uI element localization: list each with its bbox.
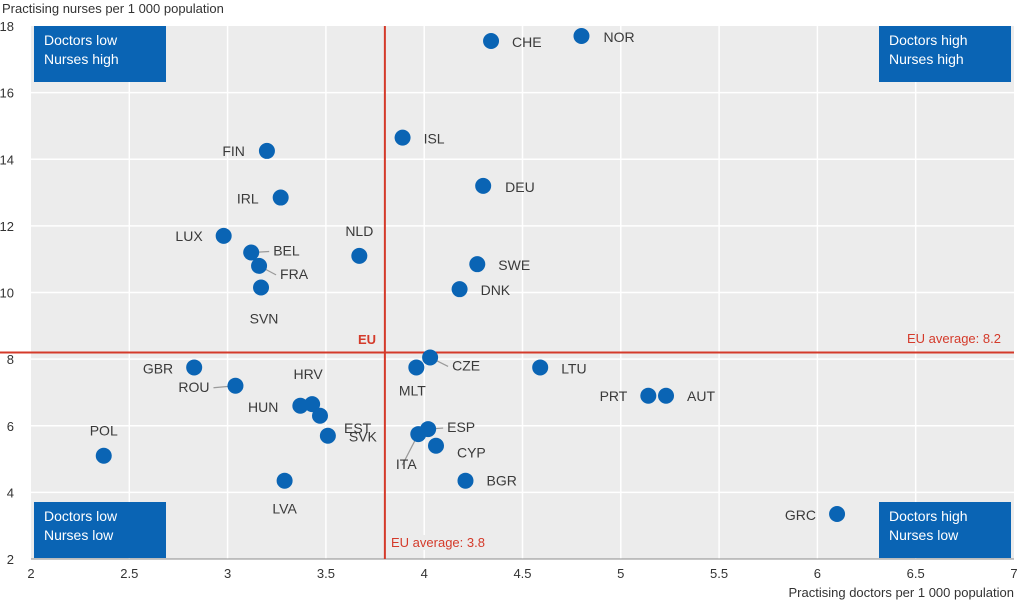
point-label-mlt: MLT (399, 382, 426, 398)
quadrant-label-top-right: Doctors high Nurses high (879, 26, 1011, 82)
point-label-ita: ITA (396, 456, 417, 472)
x-tick-label: 3.5 (317, 566, 335, 581)
data-point-cze (422, 349, 439, 366)
point-label-hun: HUN (248, 399, 278, 415)
data-point-dnk (451, 281, 468, 298)
x-tick-label: 5 (617, 566, 624, 581)
x-tick-label: 5.5 (710, 566, 728, 581)
x-tick-label: 6 (814, 566, 821, 581)
point-label-esp: ESP (447, 419, 475, 435)
data-point-est (312, 407, 329, 424)
data-point-svk (319, 427, 336, 444)
point-label-dnk: DNK (481, 282, 511, 298)
quadrant-top-left-line2: Nurses high (44, 51, 119, 67)
point-label-bgr: BGR (486, 473, 516, 489)
data-point-deu (475, 177, 492, 194)
y-tick-label: 4 (7, 485, 14, 500)
point-label-grc: GRC (785, 507, 816, 523)
y-tick-label: 10 (0, 286, 14, 301)
data-point-ita (410, 426, 427, 443)
data-point-lva (276, 472, 293, 489)
data-point-hrv (304, 396, 321, 413)
quadrant-label-top-left: Doctors low Nurses high (34, 26, 166, 82)
data-point-nld (351, 247, 368, 264)
point-label-rou: ROU (178, 379, 209, 395)
data-point-prt (640, 387, 657, 404)
x-tick-label: 2 (27, 566, 34, 581)
x-axis-label: Practising doctors per 1 000 population (788, 585, 1014, 600)
point-label-prt: PRT (600, 388, 628, 404)
quadrant-bottom-right-line1: Doctors high (889, 508, 968, 524)
y-tick-label: 2 (7, 552, 14, 567)
data-point-swe (469, 256, 486, 273)
data-point-grc (829, 506, 846, 523)
x-tick-label: 4.5 (513, 566, 531, 581)
y-tick-label: 18 (0, 19, 14, 34)
point-label-fra: FRA (280, 266, 309, 282)
data-point-svn (253, 279, 270, 296)
point-label-lux: LUX (175, 228, 203, 244)
data-point-isl (394, 129, 411, 146)
quadrant-top-left-line1: Doctors low (44, 32, 118, 48)
data-point-ltu (532, 359, 549, 376)
y-tick-label: 8 (7, 352, 14, 367)
data-point-bel (243, 244, 260, 261)
x-tick-label: 6.5 (907, 566, 925, 581)
data-point-aut (658, 387, 675, 404)
data-point-gbr (186, 359, 203, 376)
point-label-lva: LVA (272, 501, 297, 517)
y-tick-label: 14 (0, 152, 14, 167)
point-label-fin: FIN (222, 143, 245, 159)
x-tick-label: 7 (1010, 566, 1017, 581)
data-point-hun (292, 397, 309, 414)
point-label-irl: IRL (237, 191, 259, 207)
eu-average-x-label: EU average: 3.8 (389, 535, 487, 550)
point-label-svn: SVN (250, 311, 279, 327)
point-label-che: CHE (512, 34, 542, 50)
quadrant-bottom-left-line1: Doctors low (44, 508, 118, 524)
point-label-cyp: CYP (457, 445, 486, 461)
data-point-che (483, 32, 500, 49)
data-point-nor (573, 27, 590, 44)
quadrant-label-bottom-right: Doctors high Nurses low (879, 502, 1011, 558)
eu-center-label: EU (358, 332, 377, 347)
quadrant-bottom-right-line2: Nurses low (889, 527, 959, 543)
point-label-gbr: GBR (143, 360, 173, 376)
data-point-fin (258, 142, 275, 159)
point-label-pol: POL (90, 423, 118, 439)
data-point-fra (251, 257, 268, 274)
y-tick-label: 12 (0, 219, 14, 234)
point-label-est: EST (344, 420, 372, 436)
y-tick-label: 16 (0, 86, 14, 101)
point-label-svk: SVK (349, 429, 378, 445)
quadrant-label-bottom-left: Doctors low Nurses low (34, 502, 166, 558)
quadrant-bottom-left-line2: Nurses low (44, 527, 114, 543)
eu-average-y-label: EU average: 8.2 (905, 331, 1003, 346)
data-point-mlt (408, 359, 425, 376)
quadrant-top-right-line2: Nurses high (889, 51, 964, 67)
data-point-rou (227, 377, 244, 394)
point-label-ltu: LTU (561, 360, 586, 376)
data-point-lux (215, 227, 232, 244)
point-label-nor: NOR (603, 29, 634, 45)
x-tick-label: 4 (421, 566, 428, 581)
data-point-bgr (457, 472, 474, 489)
point-label-cze: CZE (452, 357, 480, 373)
y-tick-label: 6 (7, 419, 14, 434)
data-point-pol (95, 447, 112, 464)
point-label-swe: SWE (498, 257, 530, 273)
x-tick-label: 3 (224, 566, 231, 581)
x-tick-label: 2.5 (120, 566, 138, 581)
data-point-cyp (427, 437, 444, 454)
quadrant-top-right-line1: Doctors high (889, 32, 968, 48)
point-label-aut: AUT (687, 388, 715, 404)
y-axis-label: Practising nurses per 1 000 population (2, 1, 224, 16)
point-label-nld: NLD (345, 223, 373, 239)
point-label-isl: ISL (424, 131, 445, 147)
point-label-deu: DEU (505, 179, 535, 195)
point-label-bel: BEL (273, 243, 300, 259)
point-label-hrv: HRV (293, 366, 323, 382)
data-point-irl (272, 189, 289, 206)
